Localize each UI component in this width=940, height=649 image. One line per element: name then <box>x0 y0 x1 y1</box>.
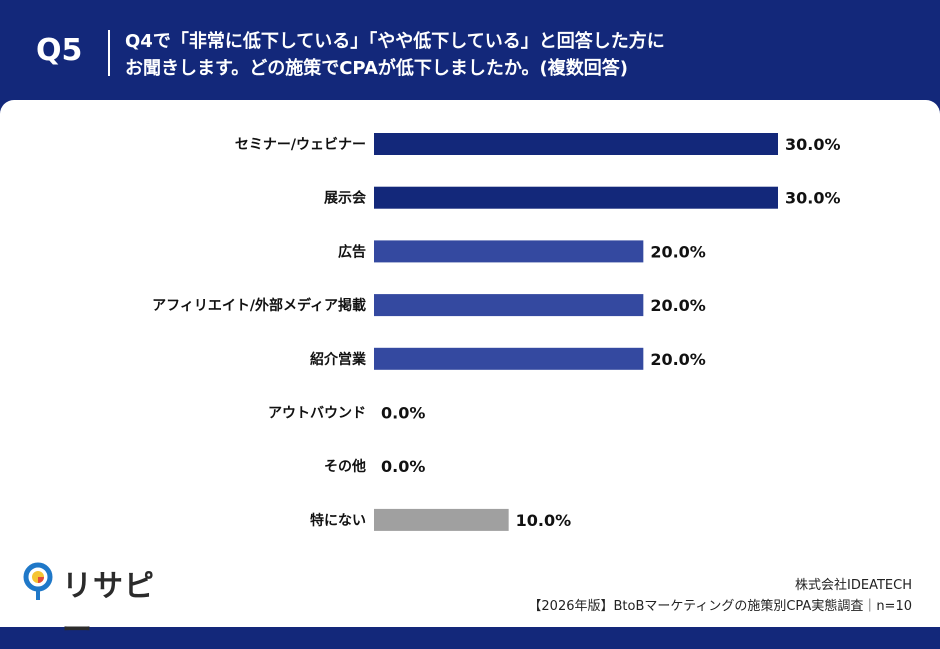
value-label: 20.0% <box>650 296 706 315</box>
risapi-logo: リサピー <box>22 562 162 648</box>
bar <box>374 294 644 317</box>
value-label: 30.0% <box>785 189 841 208</box>
question-line-2: お聞きします。どの施策でCPAが低下しましたか。(複数回答) <box>125 58 628 79</box>
value-label: 20.0% <box>650 242 706 261</box>
category-label: セミナー/ウェビナー <box>235 137 366 153</box>
value-label: 10.0% <box>516 511 572 530</box>
category-label: 広告 <box>338 243 366 260</box>
category-label: アフィリエイト/外部メディア掲載 <box>152 297 366 314</box>
value-label: 30.0% <box>785 135 841 154</box>
category-label: 特にない <box>310 512 366 529</box>
category-label: その他 <box>324 458 366 475</box>
category-label: アウトバウンド <box>268 406 366 422</box>
value-label: 0.0% <box>381 457 425 476</box>
value-label: 0.0% <box>381 404 425 423</box>
company-name: 株式会社IDEATECH <box>795 578 912 593</box>
header: Q5 Q4で「非常に低下している」「やや低下している」と回答した方に お聞きしま… <box>0 0 940 100</box>
bar <box>374 186 778 209</box>
category-label: 展示会 <box>324 190 367 207</box>
pin-logo-icon <box>23 562 53 600</box>
bar <box>374 508 509 531</box>
bar <box>374 347 644 370</box>
bar-chart: セミナー/ウェビナー 30.0% 展示会 30.0% 広告 20.0% アフィリエイト/外部… <box>152 133 841 531</box>
chart-panel: セミナー/ウェビナー 30.0% 展示会 30.0% 広告 20.0% アフィリエイト/外部… <box>0 100 940 648</box>
value-label: 20.0% <box>650 350 706 369</box>
header-divider <box>108 30 110 76</box>
bar <box>374 133 778 155</box>
question-text: Q4で「非常に低下している」「やや低下している」と回答した方に お聞きします。ど… <box>125 28 905 82</box>
question-line-1: Q4で「非常に低下している」「やや低下している」と回答した方に <box>125 31 665 52</box>
logo-text: リサピー <box>62 569 155 648</box>
survey-title: 【2026年版】BtoBマーケティングの施策別CPA実態調査｜n=10 <box>528 599 912 614</box>
category-label: 紹介営業 <box>310 351 367 368</box>
bar <box>374 240 644 263</box>
question-number: Q5 <box>36 33 83 68</box>
